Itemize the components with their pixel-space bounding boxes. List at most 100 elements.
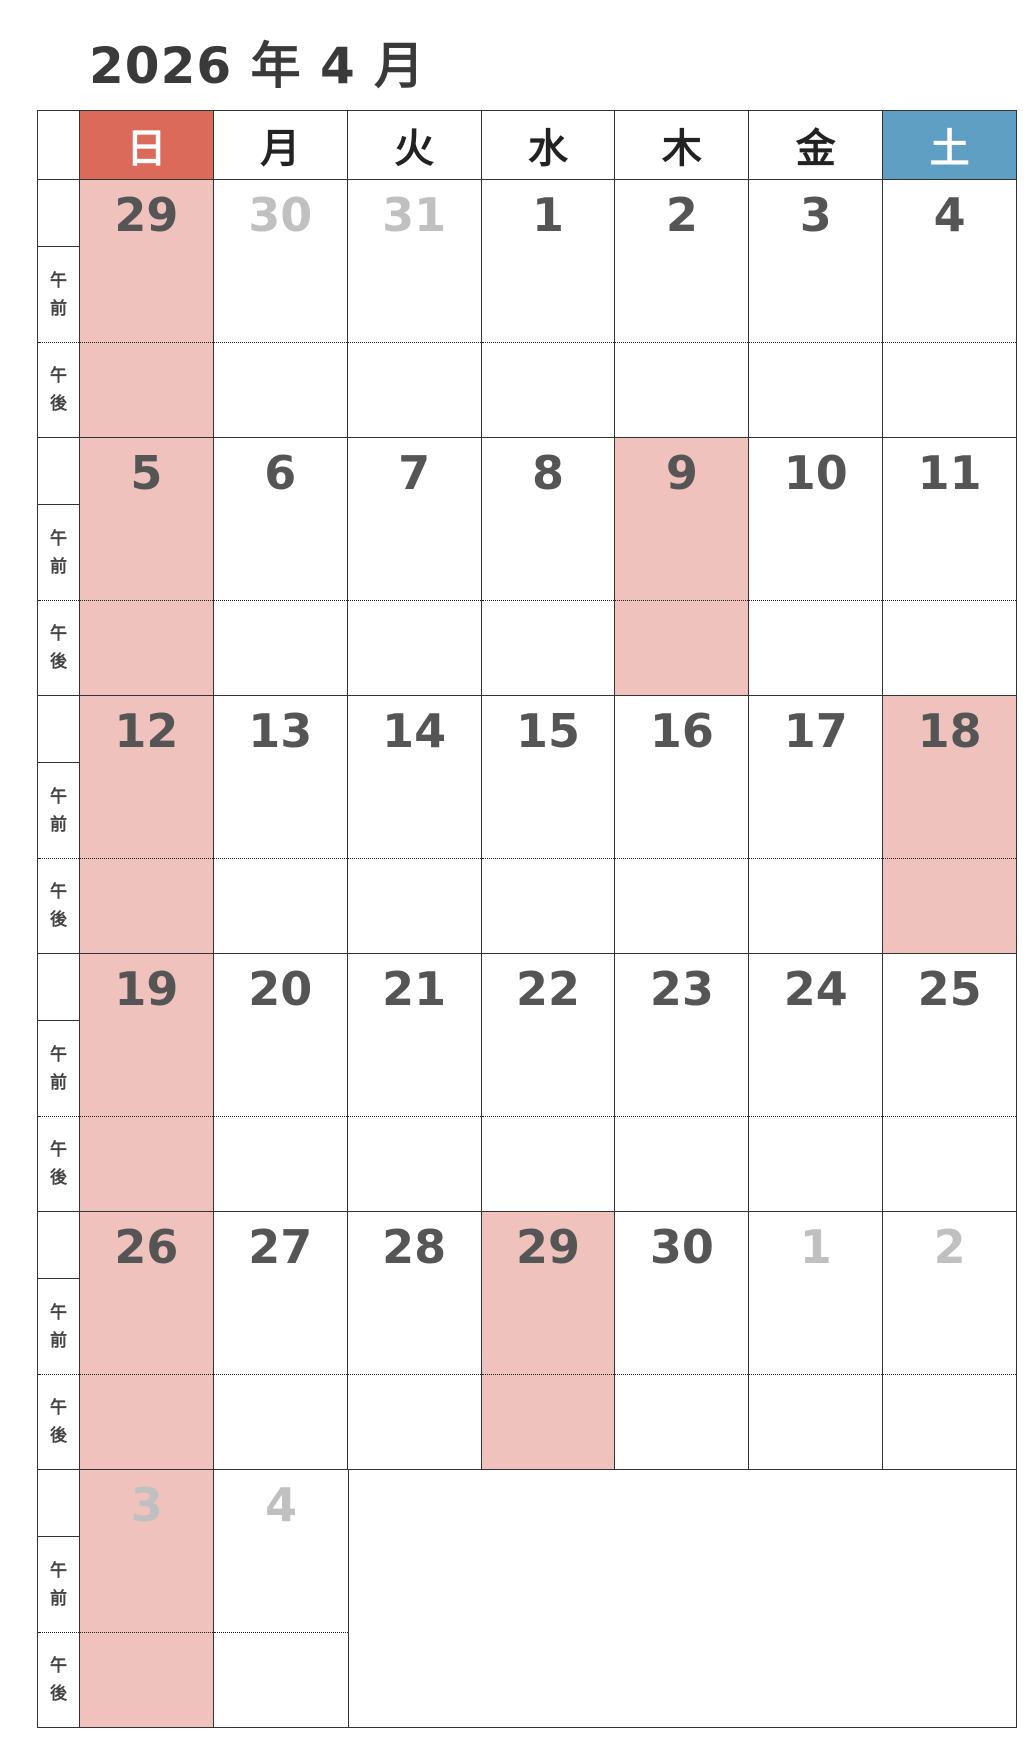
day-cell[interactable]: 12	[39, 696, 213, 953]
day-cell[interactable]: 30	[614, 1212, 749, 1469]
day-number: 13	[248, 704, 313, 758]
day-number: 15	[516, 704, 581, 758]
week-row: 午前午後 29 30 31 1 2 3 4	[38, 180, 1017, 438]
pm-label: 午後	[38, 1375, 79, 1469]
day-number: 29	[516, 1220, 581, 1274]
day-cell[interactable]: 30	[212, 180, 347, 437]
pm-label-char: 午	[50, 623, 67, 644]
day-cell[interactable]: 16	[614, 696, 749, 953]
day-cell[interactable]: 27	[212, 1212, 347, 1469]
time-label-column: 午前午後	[38, 954, 79, 1211]
day-cell[interactable]: 23	[614, 954, 749, 1211]
weekday-header-cell: 金	[748, 111, 882, 179]
label-blank	[38, 180, 79, 248]
time-label-column: 午前午後	[38, 180, 79, 437]
day-number: 10	[783, 446, 848, 500]
am-label-char: 前	[50, 1072, 67, 1093]
label-blank	[38, 438, 79, 506]
day-cell[interactable]: 22	[480, 954, 615, 1211]
day-cell[interactable]: 8	[480, 438, 615, 695]
weekday-header-cell: 木	[614, 111, 748, 179]
label-divider	[38, 1374, 79, 1375]
day-number: 11	[917, 446, 982, 500]
day-cell[interactable]: 7	[346, 438, 481, 695]
calendar-title: 2026 年 4 月	[89, 37, 426, 95]
day-cell[interactable]: 1	[480, 180, 615, 437]
day-number: 12	[114, 704, 179, 758]
day-number: 16	[649, 704, 714, 758]
am-pm-divider	[347, 342, 481, 343]
day-cell[interactable]: 25	[882, 954, 1017, 1211]
day-number: 28	[382, 1220, 447, 1274]
am-pm-divider	[347, 858, 481, 859]
weekday-header-cell: 土	[882, 111, 1017, 179]
week-row: 午前午後 5 6 7 8 9 10 11	[38, 438, 1017, 696]
day-cell[interactable]: 1	[748, 1212, 883, 1469]
am-pm-divider	[615, 1116, 749, 1117]
am-label-char: 前	[50, 814, 67, 835]
day-cell[interactable]: 11	[882, 438, 1017, 695]
am-pm-divider	[883, 1374, 1017, 1375]
am-pm-divider	[749, 600, 883, 601]
day-cell[interactable]: 15	[480, 696, 615, 953]
day-number: 6	[264, 446, 297, 500]
pm-label-char: 午	[50, 365, 67, 386]
label-blank	[38, 1470, 79, 1538]
day-cell[interactable]: 10	[748, 438, 883, 695]
am-label: 午前	[38, 1021, 79, 1117]
pm-label-char: 後	[50, 393, 67, 414]
am-pm-divider	[481, 600, 615, 601]
day-cell[interactable]: 31	[346, 180, 481, 437]
day-cell[interactable]: 4	[882, 180, 1017, 437]
weekday-header-cell: 日	[79, 111, 213, 179]
am-pm-divider	[615, 858, 749, 859]
day-cell[interactable]: 21	[346, 954, 481, 1211]
day-cell[interactable]: 3	[39, 1470, 214, 1727]
am-pm-divider	[883, 600, 1017, 601]
week-row: 午前午後 12 13 14 15 16 17 18	[38, 696, 1017, 954]
am-pm-divider	[615, 1374, 749, 1375]
pm-label: 午後	[38, 1117, 79, 1211]
day-number: 21	[382, 962, 447, 1016]
day-cell[interactable]: 18	[882, 696, 1017, 953]
day-cell[interactable]: 29	[39, 180, 213, 437]
pm-label: 午後	[38, 859, 79, 953]
am-pm-divider	[214, 1632, 348, 1633]
day-number: 25	[917, 962, 982, 1016]
day-cell[interactable]: 14	[346, 696, 481, 953]
am-label: 午前	[38, 763, 79, 859]
day-cell[interactable]: 29	[480, 1212, 615, 1469]
day-cell[interactable]: 13	[212, 696, 347, 953]
day-cell[interactable]: 5	[39, 438, 213, 695]
pm-label-char: 後	[50, 1167, 67, 1188]
day-cell[interactable]: 24	[748, 954, 883, 1211]
am-pm-divider	[39, 1116, 213, 1117]
day-number: 9	[665, 446, 698, 500]
am-pm-divider	[347, 600, 481, 601]
day-number: 17	[783, 704, 848, 758]
day-cell[interactable]: 9	[614, 438, 749, 695]
day-cell[interactable]: 28	[346, 1212, 481, 1469]
day-cell[interactable]: 3	[748, 180, 883, 437]
day-cell[interactable]: 2	[882, 1212, 1017, 1469]
time-label-column: 午前午後	[38, 1212, 79, 1469]
am-label-char: 午	[50, 1044, 67, 1065]
day-number: 3	[130, 1478, 163, 1532]
am-pm-divider	[39, 858, 213, 859]
day-cell[interactable]: 20	[212, 954, 347, 1211]
day-cell[interactable]: 2	[614, 180, 749, 437]
am-label-char: 前	[50, 1588, 67, 1609]
day-cell[interactable]: 26	[39, 1212, 213, 1469]
am-pm-divider	[39, 1374, 213, 1375]
day-number: 14	[382, 704, 447, 758]
am-label: 午前	[38, 1537, 79, 1633]
day-cell[interactable]: 4	[213, 1470, 348, 1727]
day-cell[interactable]: 17	[748, 696, 883, 953]
day-cell[interactable]: 19	[39, 954, 213, 1211]
am-pm-divider	[749, 1374, 883, 1375]
am-pm-divider	[213, 600, 347, 601]
day-number: 2	[933, 1220, 966, 1274]
day-number: 2	[665, 188, 698, 242]
day-cell[interactable]: 6	[212, 438, 347, 695]
day-number: 1	[532, 188, 565, 242]
